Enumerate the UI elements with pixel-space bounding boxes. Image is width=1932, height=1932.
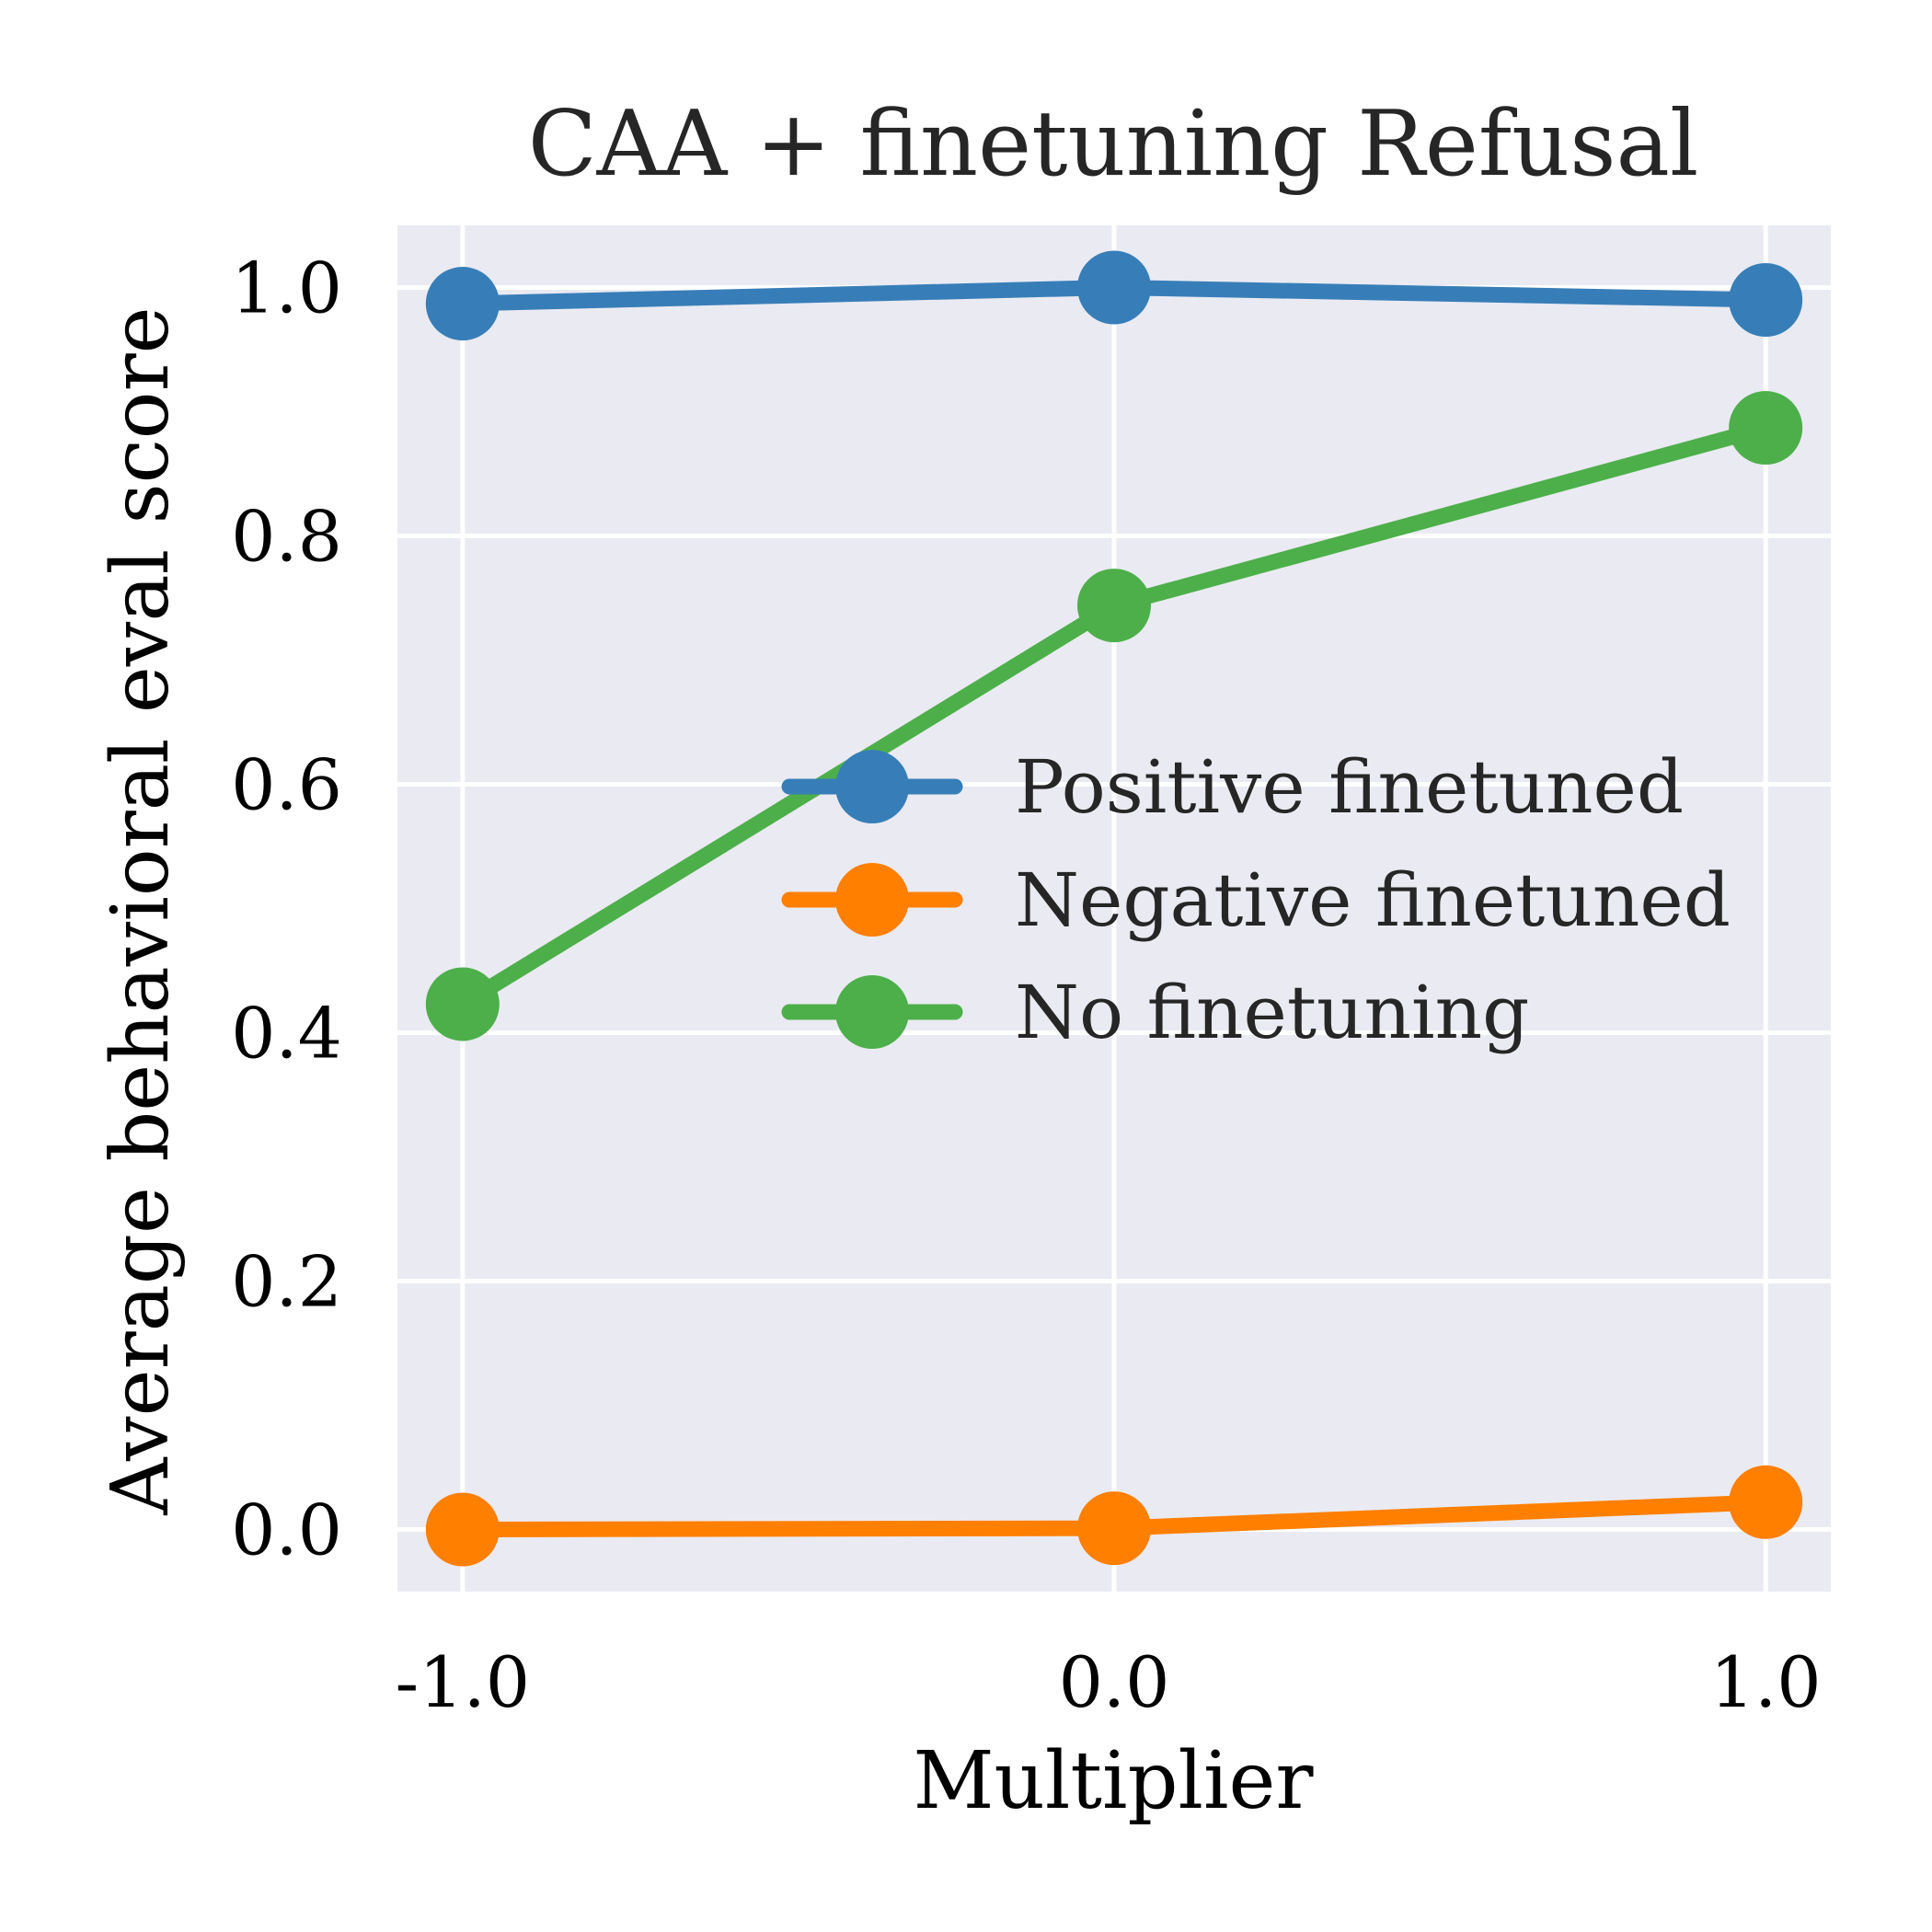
legend-label: No finetuning <box>1015 970 1529 1055</box>
x-tick-label: -1.0 <box>396 1641 531 1723</box>
y-tick-labels: 0.0 0.2 0.4 0.6 0.8 1.0 <box>231 247 342 1571</box>
y-tick-label: 0.0 <box>231 1489 342 1571</box>
series-layer <box>425 250 1803 1567</box>
series-2 <box>425 391 1803 1041</box>
x-tick-label: 0.0 <box>1059 1641 1170 1723</box>
y-tick-label: 0.8 <box>231 496 342 578</box>
legend-label: Positive finetuned <box>1015 744 1684 830</box>
data-point <box>1077 569 1151 643</box>
legend-item: Positive finetuned <box>781 744 1684 830</box>
data-point <box>1729 1465 1803 1539</box>
x-tick-label: 1.0 <box>1710 1641 1822 1723</box>
y-tick-label: 1.0 <box>231 247 342 329</box>
data-point <box>1077 250 1151 325</box>
data-point <box>425 1492 500 1567</box>
y-axis-label: Average behavioral eval score <box>95 306 187 1515</box>
y-tick-label: 0.2 <box>231 1241 342 1323</box>
legend-marker <box>835 863 909 937</box>
legend-item: No finetuning <box>781 970 1529 1055</box>
legend: Positive finetuned Negative finetuned No f… <box>781 744 1731 1055</box>
x-axis-label: Multiplier <box>913 1735 1314 1827</box>
chart-title: CAA + finetuning Refusal <box>528 92 1699 197</box>
legend-marker <box>835 975 909 1049</box>
y-tick-label: 0.6 <box>231 744 342 826</box>
data-point <box>1729 263 1803 337</box>
legend-label: Negative finetuned <box>1015 857 1731 943</box>
series-0 <box>425 250 1803 341</box>
x-tick-labels: -1.0 0.0 1.0 <box>396 1641 1822 1723</box>
y-tick-label: 0.4 <box>231 993 342 1075</box>
data-point <box>425 267 500 341</box>
data-point <box>1077 1491 1151 1566</box>
data-point <box>425 967 500 1041</box>
legend-marker <box>835 750 909 823</box>
data-point <box>1729 391 1803 466</box>
series-1 <box>425 1465 1803 1567</box>
legend-item: Negative finetuned <box>781 857 1731 943</box>
